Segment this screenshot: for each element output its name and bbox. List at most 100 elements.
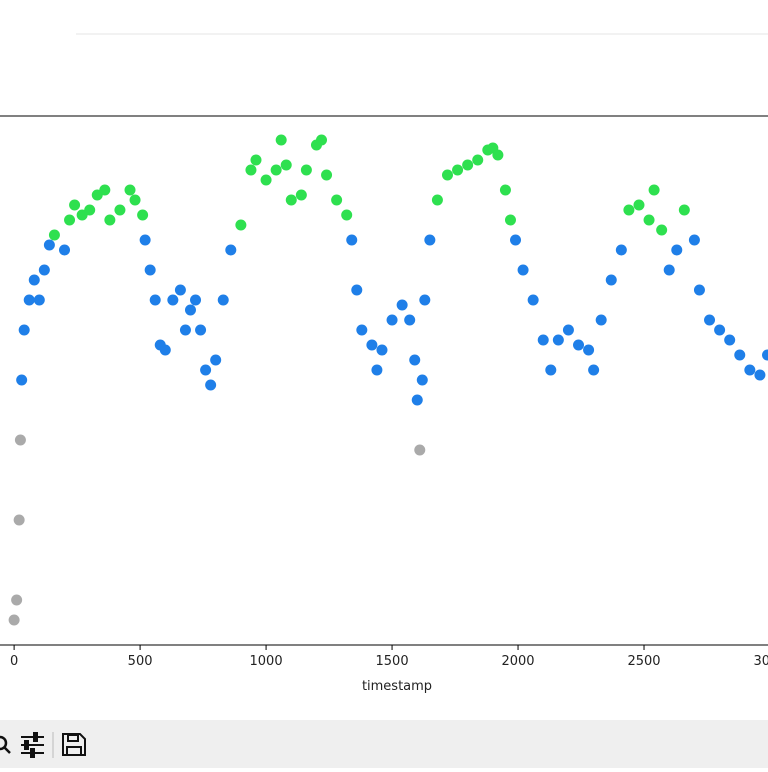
point <box>260 174 272 186</box>
point <box>137 209 149 221</box>
point <box>663 264 675 276</box>
point <box>472 154 484 166</box>
x-tick-label: 3000 <box>753 654 768 669</box>
point <box>64 214 76 226</box>
point <box>431 194 443 206</box>
point <box>295 189 307 201</box>
point <box>16 374 28 386</box>
point <box>11 594 23 606</box>
point <box>210 354 222 366</box>
point <box>23 294 35 306</box>
point <box>84 204 96 216</box>
point <box>371 364 383 376</box>
point <box>280 159 292 171</box>
point <box>499 184 511 196</box>
point <box>159 344 171 356</box>
x-tick-label: 0 <box>10 654 18 669</box>
point <box>416 374 428 386</box>
point <box>386 314 398 326</box>
point <box>462 159 474 171</box>
point <box>552 334 564 346</box>
point <box>595 314 607 326</box>
point <box>510 234 522 246</box>
point <box>38 264 50 276</box>
point <box>573 339 585 351</box>
point <box>648 184 660 196</box>
point <box>643 214 655 226</box>
point <box>562 324 574 336</box>
x-tick-label: 2000 <box>501 654 534 669</box>
x-axis-label: timestamp <box>362 679 432 694</box>
point <box>139 234 151 246</box>
point <box>270 164 282 176</box>
point <box>28 274 40 286</box>
point <box>424 234 436 246</box>
point <box>678 204 690 216</box>
point <box>217 294 229 306</box>
point <box>409 354 421 366</box>
point <box>300 164 312 176</box>
x-tick-label: 500 <box>128 654 153 669</box>
point <box>245 164 257 176</box>
point <box>341 209 353 221</box>
point <box>69 199 81 211</box>
point <box>615 244 627 256</box>
point <box>492 149 504 161</box>
point <box>452 164 464 176</box>
point <box>14 434 26 446</box>
point <box>184 304 196 316</box>
point <box>744 364 756 376</box>
point <box>124 184 136 196</box>
point <box>129 194 141 206</box>
point <box>200 364 212 376</box>
point <box>331 194 343 206</box>
point <box>356 324 368 336</box>
point <box>250 154 262 166</box>
point <box>316 134 328 146</box>
point <box>114 204 126 216</box>
configure-button[interactable] <box>21 732 44 758</box>
point <box>545 364 557 376</box>
point <box>537 334 549 346</box>
point <box>179 324 191 336</box>
zoom-button[interactable] <box>0 735 11 754</box>
point <box>583 344 595 356</box>
point <box>351 284 363 296</box>
save-button[interactable] <box>62 733 86 756</box>
point <box>414 444 426 456</box>
point <box>8 614 20 626</box>
point <box>754 369 766 381</box>
point <box>693 284 705 296</box>
point <box>411 394 423 406</box>
point <box>104 214 116 226</box>
point <box>167 294 179 306</box>
point <box>704 314 716 326</box>
point <box>346 234 358 246</box>
point <box>504 214 516 226</box>
point <box>671 244 683 256</box>
point <box>396 299 408 311</box>
point <box>275 134 287 146</box>
point <box>13 514 25 526</box>
x-tick-label: 1500 <box>376 654 409 669</box>
point <box>517 264 529 276</box>
point <box>190 294 202 306</box>
point <box>144 264 156 276</box>
point <box>588 364 600 376</box>
point <box>724 334 736 346</box>
point <box>43 239 55 251</box>
point <box>419 294 431 306</box>
toolbar <box>0 720 768 768</box>
point <box>18 324 30 336</box>
point <box>761 349 768 361</box>
point <box>441 169 453 181</box>
point <box>623 204 635 216</box>
x-tick-label: 1000 <box>250 654 283 669</box>
point <box>376 344 388 356</box>
point <box>235 219 247 231</box>
point <box>285 194 297 206</box>
point <box>205 379 217 391</box>
point <box>605 274 617 286</box>
